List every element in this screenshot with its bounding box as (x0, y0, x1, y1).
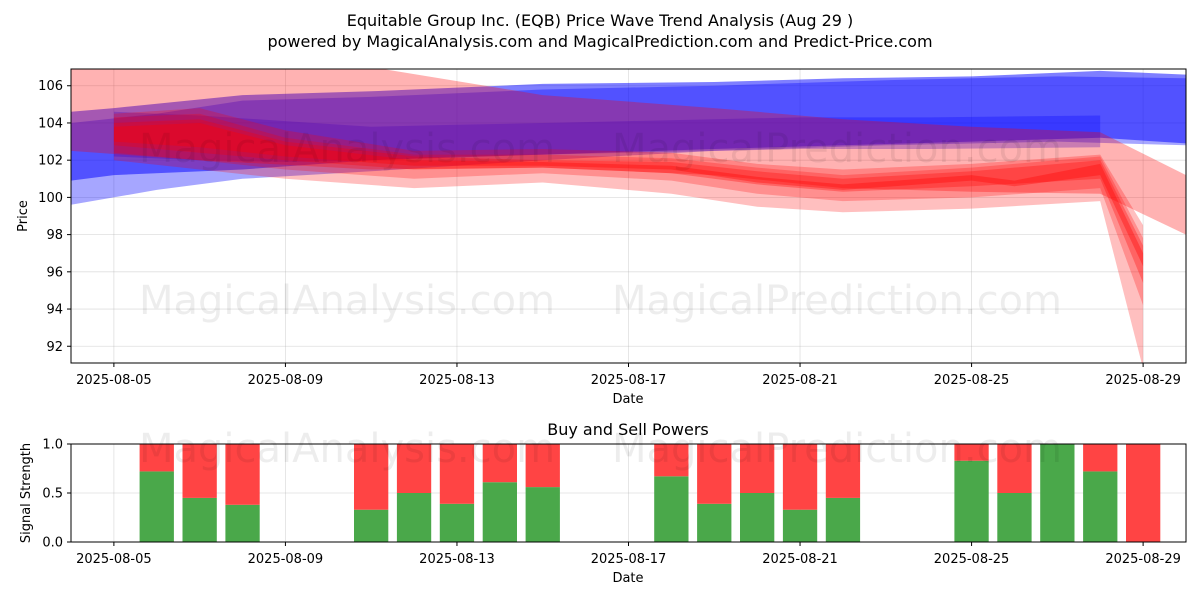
bottom-watermark-right: MagicalPrediction.com (612, 426, 1062, 472)
buy-bar (740, 493, 775, 542)
buy-bar (782, 509, 818, 542)
top-x-tick-label: 2025-08-21 (762, 373, 838, 388)
buy-bar (396, 493, 432, 542)
bottom-x-tick-label: 2025-08-09 (248, 552, 324, 567)
sell-bar (396, 444, 432, 493)
red-price-band-3 (71, 69, 1186, 235)
bottom-y-ticks: 0.0 0.5 1.0 (42, 438, 71, 551)
buy-bar (697, 503, 732, 542)
sell-bar (139, 444, 174, 472)
blue-price-band-0 (71, 70, 1186, 181)
bottom-y-tick-label: 0.5 (42, 487, 63, 502)
bottom-x-tick-label: 2025-08-21 (762, 552, 838, 567)
bottom-signal-bars (139, 444, 1161, 542)
top-x-tick-label: 2025-08-25 (934, 373, 1010, 388)
top-watermark-right-2: MagicalPrediction.com (612, 126, 1062, 172)
bottom-x-ticks: 2025-08-05 2025-08-09 2025-08-13 2025-08-17… (76, 542, 1181, 567)
red-price-band-5 (113, 113, 1144, 306)
top-y-axis-label: Price (16, 200, 31, 232)
sell-bar (225, 444, 260, 505)
buy-bar (482, 482, 517, 542)
blue-price-band-2 (113, 111, 1101, 162)
sell-bar (997, 444, 1032, 493)
red-price-band-6 (113, 119, 1144, 283)
buy-bar (354, 509, 389, 542)
top-x-ticks: 2025-08-05 2025-08-09 2025-08-13 2025-08-17… (76, 363, 1181, 388)
bottom-x-tick-label: 2025-08-25 (934, 552, 1010, 567)
buy-bar (1040, 444, 1075, 542)
sell-bar (182, 444, 217, 498)
buy-bar (139, 471, 174, 542)
buy-bar (182, 497, 217, 542)
top-x-tick-label: 2025-08-05 (76, 373, 152, 388)
bottom-y-tick-label: 1.0 (42, 438, 63, 453)
sell-bar (482, 444, 517, 483)
top-x-tick-label: 2025-08-17 (591, 373, 667, 388)
buy-bar (997, 493, 1032, 542)
bottom-x-tick-label: 2025-08-29 (1105, 552, 1181, 567)
bottom-watermark-left: MagicalAnalysis.com (139, 426, 555, 472)
bottom-x-axis-label: Date (612, 571, 643, 586)
sell-bar (1083, 444, 1118, 472)
buy-bar (225, 504, 260, 542)
buy-bar (654, 476, 689, 542)
sell-bar (782, 444, 818, 510)
top-y-tick-label: 106 (38, 79, 63, 94)
sell-bar (1126, 444, 1161, 542)
bottom-y-axis-label: Signal Strength (19, 443, 34, 543)
top-price-bands (71, 69, 1186, 363)
top-y-tick-label: 96 (46, 265, 63, 280)
sell-bar (354, 444, 389, 510)
top-watermark-right: MagicalPrediction.com (612, 278, 1062, 324)
chart-subtitle: powered by MagicalAnalysis.com and Magic… (267, 32, 932, 51)
sell-bar (697, 444, 732, 504)
top-x-tick-label: 2025-08-29 (1105, 373, 1181, 388)
sell-bar (740, 444, 775, 493)
top-y-ticks: 92 94 96 98 100 102 104 106 (38, 79, 71, 355)
chart-title: Equitable Group Inc. (EQB) Price Wave Tr… (347, 11, 854, 30)
bottom-y-tick-label: 0.0 (42, 536, 63, 551)
buy-bar (954, 460, 989, 542)
sell-bar (654, 444, 689, 477)
buy-bar (525, 487, 560, 542)
buy-bar (1083, 471, 1118, 542)
top-x-tick-label: 2025-08-13 (419, 373, 495, 388)
bottom-x-tick-label: 2025-08-13 (419, 552, 495, 567)
red-price-band-4 (113, 108, 1144, 363)
top-watermark-left-2: MagicalAnalysis.com (139, 126, 555, 172)
top-watermark-left: MagicalAnalysis.com (139, 278, 555, 324)
sell-bar (954, 444, 989, 461)
top-y-tick-label: 104 (38, 116, 63, 131)
bottom-x-tick-label: 2025-08-05 (76, 552, 152, 567)
sell-bar (525, 444, 560, 488)
top-x-axis-label: Date (612, 392, 643, 407)
sell-bar (825, 444, 861, 498)
top-x-tick-label: 2025-08-09 (248, 373, 324, 388)
buy-bar (439, 503, 475, 542)
blue-price-band-1 (71, 76, 1186, 205)
top-y-tick-label: 100 (38, 191, 63, 206)
top-y-tick-label: 94 (46, 303, 63, 318)
bottom-chart-title: Buy and Sell Powers (547, 420, 709, 439)
sell-bar (439, 444, 475, 504)
top-y-tick-label: 92 (46, 340, 63, 355)
top-y-tick-label: 102 (38, 154, 63, 169)
red-price-band-7 (113, 123, 1144, 267)
bottom-x-tick-label: 2025-08-17 (591, 552, 667, 567)
buy-bar (825, 497, 861, 542)
top-y-tick-label: 98 (46, 228, 63, 243)
